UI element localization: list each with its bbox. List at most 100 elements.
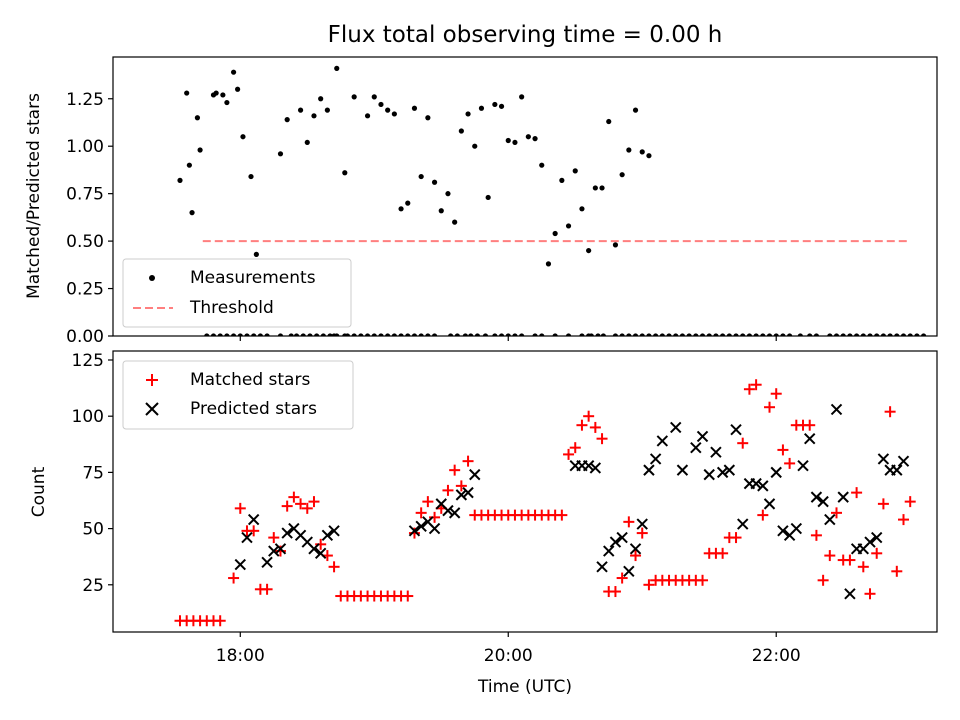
measurements-point bbox=[595, 333, 601, 336]
matched-stars-point bbox=[583, 410, 595, 422]
measurements-point bbox=[827, 333, 833, 336]
predicted-stars-point bbox=[328, 525, 340, 537]
matched-stars-point bbox=[824, 550, 836, 562]
measurements-point bbox=[599, 185, 605, 191]
predicted-stars-point bbox=[609, 536, 622, 548]
measurements-point bbox=[552, 333, 558, 336]
predicted-stars-point bbox=[817, 495, 829, 508]
matched-stars-point bbox=[563, 448, 575, 460]
measurements-point bbox=[773, 333, 779, 336]
matched-stars-point bbox=[328, 561, 340, 573]
measurements-point bbox=[418, 173, 424, 180]
measurements-point bbox=[679, 333, 686, 336]
measurements-point bbox=[639, 149, 645, 155]
matched-stars-point bbox=[831, 507, 843, 519]
measurements-point bbox=[686, 333, 692, 336]
measurements-point bbox=[351, 94, 357, 100]
matched-stars-point bbox=[288, 491, 300, 503]
measurements-point bbox=[452, 219, 458, 225]
measurements-point bbox=[787, 333, 793, 336]
matched-stars-point bbox=[777, 444, 789, 456]
predicted-stars-point bbox=[448, 507, 461, 519]
top-panel: Flux total observing time = 0.00 h Match… bbox=[24, 22, 938, 347]
measurements-point bbox=[505, 137, 511, 144]
top-legend: Measurements Threshold bbox=[122, 258, 352, 328]
measurements-point bbox=[277, 333, 284, 336]
top-ytick-label: 0.50 bbox=[66, 232, 104, 252]
bottom-axes-frame bbox=[112, 350, 938, 633]
measurements-point bbox=[699, 333, 706, 336]
predicted-stars-point bbox=[770, 466, 782, 479]
measurements-point bbox=[194, 115, 201, 121]
measurements-point bbox=[288, 333, 294, 336]
matched-stars-point bbox=[784, 457, 796, 469]
measurements-point bbox=[204, 333, 210, 336]
measurements-point bbox=[244, 333, 250, 336]
bottom-ylabel: Count bbox=[29, 466, 49, 517]
measurements-point bbox=[840, 333, 846, 336]
matched-stars-point bbox=[743, 383, 755, 395]
top-marks bbox=[177, 65, 927, 336]
predicted-stars-point bbox=[790, 522, 803, 535]
top-ylabel: Matched/Predicted stars bbox=[24, 93, 44, 299]
measurements-point bbox=[632, 333, 639, 336]
measurements-point bbox=[646, 153, 652, 159]
measurements-point bbox=[519, 333, 525, 336]
legend-matched-marker bbox=[146, 374, 158, 386]
measurements-point bbox=[713, 333, 719, 336]
measurements-point bbox=[438, 208, 444, 214]
predicted-stars-point bbox=[234, 558, 246, 571]
predicted-stars-point bbox=[241, 531, 253, 544]
measurements-point bbox=[277, 151, 284, 157]
measurements-point bbox=[314, 333, 320, 336]
measurements-point bbox=[318, 96, 324, 102]
measurements-point bbox=[293, 333, 300, 336]
bottom-legend-box bbox=[122, 360, 354, 430]
measurements-point bbox=[847, 333, 853, 336]
matched-stars-point bbox=[770, 388, 782, 400]
measurements-point bbox=[572, 168, 578, 174]
measurements-point bbox=[619, 333, 625, 336]
predicted-stars-point bbox=[730, 423, 742, 436]
predicted-stars-point bbox=[261, 556, 273, 569]
top-axes-frame bbox=[112, 56, 938, 337]
measurements-point bbox=[907, 333, 913, 336]
measurements-point bbox=[334, 65, 340, 71]
top-legend-box bbox=[122, 258, 352, 328]
matched-stars-point bbox=[576, 419, 588, 431]
measurements-point bbox=[894, 333, 900, 336]
measurements-point bbox=[525, 134, 531, 140]
measurements-point bbox=[184, 90, 190, 96]
matched-stars-point bbox=[234, 502, 246, 514]
predicted-stars-point bbox=[616, 531, 628, 544]
predicted-stars-point bbox=[656, 435, 669, 447]
top-ytick-label: 1.00 bbox=[66, 137, 104, 157]
measurements-point bbox=[177, 177, 183, 183]
measurements-point bbox=[485, 194, 491, 201]
measurements-point bbox=[720, 333, 726, 336]
measurements-point bbox=[472, 143, 478, 149]
matched-stars-point bbox=[864, 588, 876, 600]
measurements-point bbox=[512, 139, 518, 146]
top-ytick-label: 0.00 bbox=[66, 327, 104, 347]
matched-stars-point bbox=[261, 583, 273, 595]
matched-stars-point bbox=[871, 547, 883, 559]
matched-stars-point bbox=[408, 527, 420, 539]
measurements-point bbox=[666, 333, 672, 336]
matched-stars-point bbox=[857, 561, 869, 573]
measurements-point bbox=[760, 333, 766, 336]
bottom-xlabel: Time (UTC) bbox=[477, 677, 572, 697]
predicted-stars-point bbox=[415, 520, 427, 533]
legend-matched-label: Matched stars bbox=[190, 370, 310, 390]
measurements-point bbox=[385, 333, 391, 336]
measurements-point bbox=[462, 333, 468, 336]
measurements-point bbox=[766, 333, 773, 336]
measurements-point bbox=[378, 101, 384, 108]
top-ytick-label: 0.75 bbox=[66, 185, 104, 205]
measurements-point bbox=[425, 115, 431, 121]
measurements-point bbox=[753, 333, 759, 336]
measurements-point bbox=[797, 333, 803, 336]
measurements-point bbox=[726, 333, 732, 336]
measurements-point bbox=[284, 117, 290, 123]
measurements-point bbox=[454, 333, 460, 336]
